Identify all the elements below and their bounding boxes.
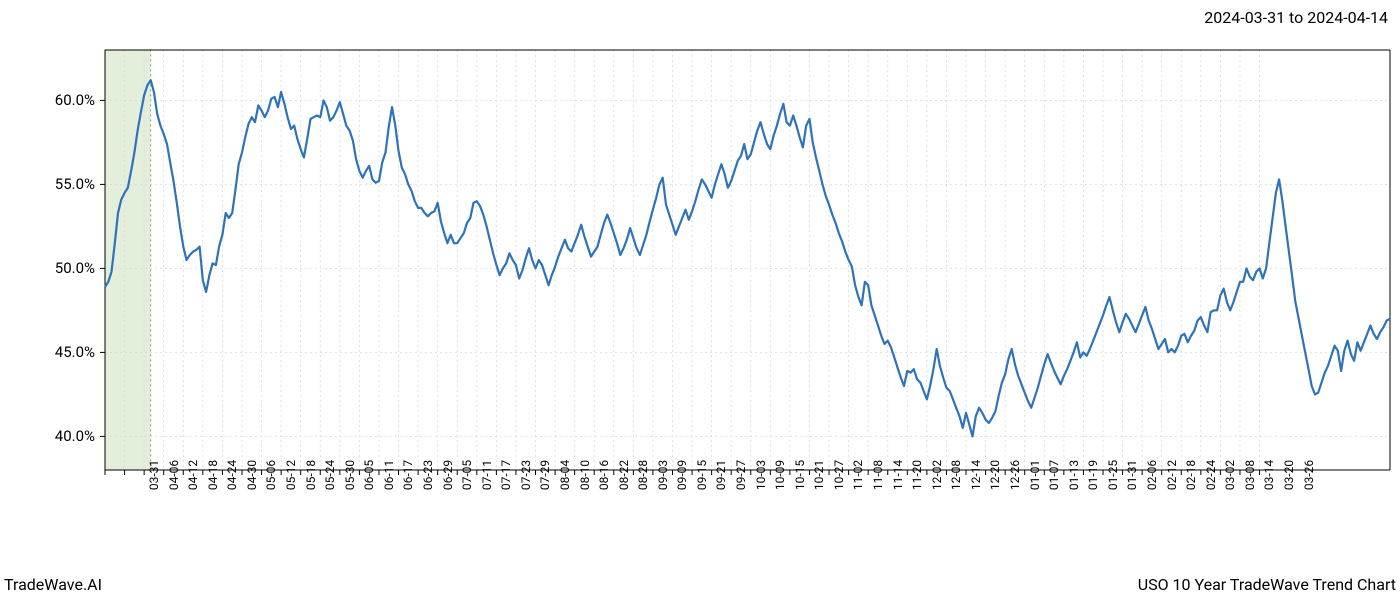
y-tick-label: 40.0% — [15, 427, 95, 445]
y-tick-label: 50.0% — [15, 259, 95, 277]
x-tick-label: 03-26 — [1260, 460, 1316, 490]
footer-chart-title: USO 10 Year TradeWave Trend Chart — [1138, 575, 1396, 594]
y-tick-label: 60.0% — [15, 91, 95, 109]
date-range-label: 2024-03-31 to 2024-04-14 — [1204, 8, 1388, 27]
trend-chart: 40.0%45.0%50.0%55.0%60.0% 03-3104-0604-1… — [0, 40, 1400, 550]
y-tick-label: 55.0% — [15, 175, 95, 193]
footer-brand: TradeWave.AI — [4, 575, 102, 594]
y-tick-label: 45.0% — [15, 343, 95, 361]
